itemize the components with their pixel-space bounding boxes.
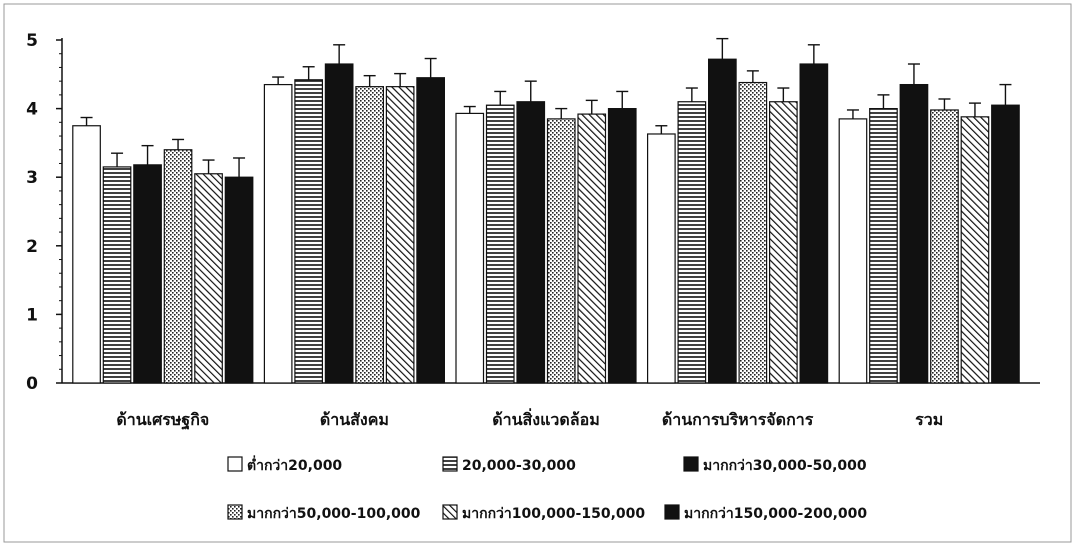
x-category-label: ด้านการบริหารจัดการ bbox=[662, 410, 814, 429]
x-category-label: ด้านสังคม bbox=[320, 410, 389, 429]
legend-label: มากกว่า50,000-100,000 bbox=[247, 506, 421, 522]
legend-label: มากกว่า150,000-200,000 bbox=[684, 506, 867, 522]
bar bbox=[738, 81, 768, 384]
bar bbox=[294, 79, 323, 384]
bar bbox=[163, 149, 193, 384]
bar bbox=[707, 58, 737, 384]
legend-swatch bbox=[227, 504, 243, 520]
legend-label: มากกว่า30,000-50,000 bbox=[703, 458, 867, 474]
bar bbox=[516, 101, 546, 384]
legend-swatch bbox=[664, 504, 680, 520]
bar bbox=[677, 101, 707, 384]
bar bbox=[355, 86, 384, 384]
bar bbox=[799, 63, 829, 384]
bar bbox=[455, 112, 485, 384]
y-tick-label: 5 bbox=[26, 31, 38, 51]
bar bbox=[607, 107, 637, 384]
bar bbox=[838, 118, 868, 384]
plot-frame bbox=[3, 3, 1072, 543]
bar bbox=[133, 164, 162, 384]
bar bbox=[194, 173, 223, 384]
x-category-label: ด้านเศรษฐกิจ bbox=[116, 410, 209, 430]
x-category-label: รวม bbox=[915, 410, 943, 429]
legend-label: 20,000-30,000 bbox=[462, 458, 576, 474]
y-tick-label: 0 bbox=[26, 374, 38, 394]
bar bbox=[263, 83, 293, 384]
legend-swatch bbox=[442, 456, 458, 472]
bar bbox=[577, 113, 607, 384]
bar bbox=[960, 116, 990, 384]
bar bbox=[102, 166, 132, 384]
y-tick-label: 2 bbox=[26, 237, 38, 257]
legend-swatch bbox=[227, 456, 243, 472]
bar bbox=[991, 104, 1020, 384]
legend-swatch bbox=[683, 456, 699, 472]
x-category-label: ด้านสิ่งแวดล้อม bbox=[492, 408, 600, 429]
bar bbox=[646, 133, 676, 384]
legend-swatch bbox=[442, 504, 458, 520]
bar bbox=[385, 86, 415, 384]
bar bbox=[930, 109, 959, 384]
bar bbox=[768, 101, 798, 384]
y-tick-label: 3 bbox=[26, 168, 38, 188]
legend-label: มากกว่า100,000-150,000 bbox=[462, 506, 645, 522]
bar bbox=[224, 176, 254, 384]
y-tick-label: 1 bbox=[26, 305, 38, 325]
bar bbox=[546, 118, 576, 384]
bar bbox=[485, 104, 515, 384]
bar bbox=[72, 125, 101, 384]
bar bbox=[324, 63, 354, 384]
legend-label: ต่ำกว่า20,000 bbox=[247, 455, 342, 474]
bar bbox=[869, 107, 898, 384]
bar bbox=[899, 83, 929, 384]
y-tick-label: 4 bbox=[26, 100, 38, 120]
bar bbox=[416, 77, 445, 384]
